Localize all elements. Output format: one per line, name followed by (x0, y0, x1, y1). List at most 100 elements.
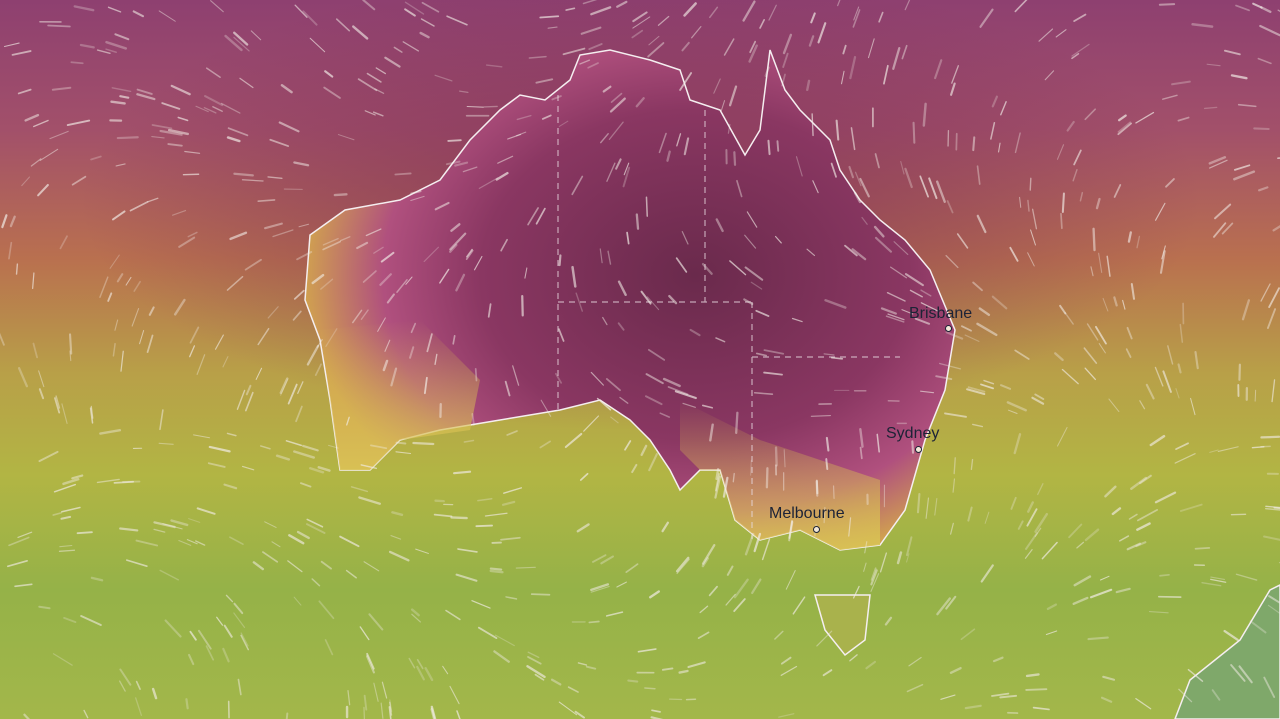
wind-streak (9, 215, 16, 228)
wind-streak (223, 624, 233, 638)
wind-streak (1128, 513, 1138, 520)
wind-streak (851, 248, 867, 261)
wind-streak (998, 142, 1001, 153)
wind-streak (640, 444, 648, 457)
city-marker-brisbane[interactable] (945, 325, 952, 332)
wind-streak (713, 78, 721, 94)
wind-streak (473, 255, 483, 271)
wind-streak (558, 254, 562, 267)
city-marker-melbourne[interactable] (813, 526, 820, 533)
wind-streak (668, 294, 678, 305)
wind-streak (534, 673, 545, 681)
wind-streak (259, 445, 271, 450)
wind-streak (681, 41, 690, 52)
wind-streak (390, 535, 402, 540)
wind-streak (999, 694, 1018, 699)
wind-streak (453, 470, 472, 475)
wind-streak (424, 667, 434, 682)
wind-streak (186, 539, 198, 545)
wind-streak (32, 272, 35, 290)
wind-streak (950, 82, 956, 96)
wind-streak (880, 307, 897, 315)
wind-streak (129, 201, 149, 212)
wind-streak (709, 6, 719, 19)
wind-streak (527, 651, 540, 659)
wind-streak (462, 166, 478, 173)
new-zealand (1174, 584, 1280, 719)
wind-streak (347, 690, 351, 706)
wind-streak (768, 4, 777, 21)
wind-streak (934, 497, 938, 516)
wind-streak (605, 378, 621, 392)
wind-streak (1249, 620, 1267, 634)
wind-streak (280, 84, 293, 94)
wind-streak (189, 630, 197, 641)
wind-streak (1175, 388, 1180, 399)
wind-streak (837, 0, 841, 7)
city-marker-sydney[interactable] (915, 446, 922, 453)
wind-streak (252, 561, 265, 571)
wind-streak (373, 682, 379, 702)
wind-streak (410, 608, 420, 617)
wind-streak (280, 379, 289, 396)
wind-streak (976, 322, 998, 337)
wind-streak (588, 620, 600, 624)
wind-streak (610, 92, 623, 103)
wind-streak (722, 476, 729, 498)
wind-streak (389, 701, 393, 716)
wind-streak (111, 87, 132, 93)
wind-streak (264, 521, 277, 528)
wind-streak (912, 121, 916, 144)
wind-streak (852, 9, 861, 28)
wind-streak (320, 278, 334, 290)
wind-streak (1208, 156, 1227, 165)
wind-streak (825, 436, 830, 452)
wind-streak (810, 415, 831, 417)
wind-streak (386, 293, 395, 304)
wind-streak (23, 713, 30, 719)
wind-streak (505, 596, 518, 600)
wind-streak (853, 191, 862, 204)
wind-streak (817, 22, 827, 44)
wind-streak (99, 429, 122, 435)
wind-streak (90, 576, 104, 582)
wind-streak (842, 44, 847, 55)
wind-streak (571, 175, 584, 196)
wind-streak (208, 445, 231, 453)
wind-streak (58, 549, 76, 553)
wind-streak (733, 598, 746, 613)
wind-streak (285, 712, 289, 719)
wind-streak (298, 223, 310, 228)
wind-streak (136, 88, 153, 95)
wind-streak (14, 583, 33, 588)
wind-streak (365, 655, 375, 674)
wind-streak (189, 345, 196, 358)
wind-streak (815, 479, 819, 495)
wind-streak (1094, 325, 1107, 345)
wind-streak (530, 593, 551, 596)
wind-streak (944, 412, 967, 418)
wind-streak (646, 296, 660, 311)
wind-streak (662, 377, 681, 388)
wind-streak (864, 541, 868, 554)
wind-streak (876, 433, 880, 453)
wind-streak (419, 31, 430, 39)
wind-streak (782, 52, 789, 68)
wind-streak (1125, 348, 1132, 358)
wind-streak (1162, 370, 1172, 393)
wind-streak (226, 136, 241, 143)
wind-streak (778, 713, 795, 718)
wind-streak (227, 127, 249, 137)
wind-streak (205, 645, 215, 661)
wind-streak (849, 654, 858, 662)
wind-streak (96, 478, 120, 484)
southwest-cool-region (320, 320, 480, 470)
wind-streak (225, 594, 234, 603)
wind-streak (30, 158, 42, 167)
wind-streak (953, 457, 956, 475)
wind-streak (1034, 527, 1042, 537)
wind-streak (76, 531, 93, 535)
wind-streak (759, 19, 765, 29)
wind-streak (849, 55, 857, 80)
